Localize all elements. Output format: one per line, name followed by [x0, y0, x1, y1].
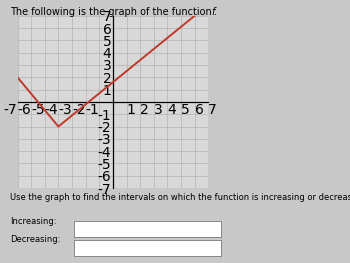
Text: Decreasing:: Decreasing:	[10, 235, 61, 244]
Text: The following is the graph of the function: The following is the graph of the functi…	[10, 7, 215, 17]
Text: f.: f.	[212, 7, 218, 17]
Text: Use the graph to find the intervals on which the function is increasing or decre: Use the graph to find the intervals on w…	[10, 193, 350, 202]
Text: Increasing:: Increasing:	[10, 217, 57, 226]
